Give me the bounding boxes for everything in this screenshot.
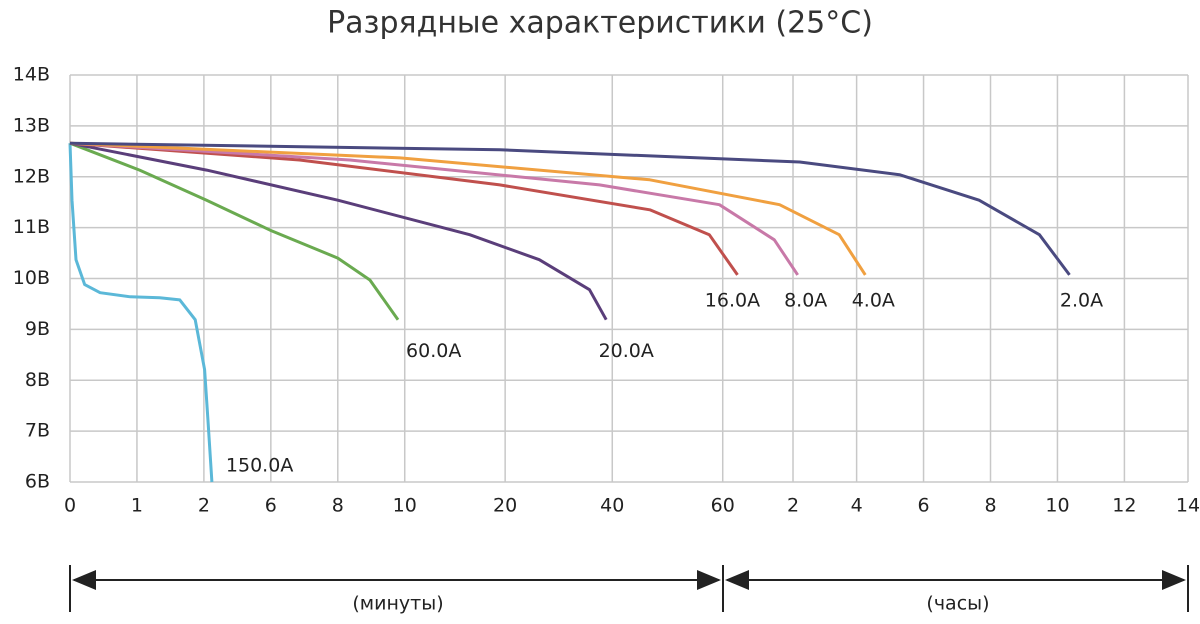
- series-label: 60.0A: [406, 340, 461, 362]
- x-tick-label: 6: [265, 495, 277, 517]
- range-label: (минуты): [352, 593, 443, 615]
- x-tick-label: 2: [787, 495, 799, 517]
- series-label: 20.0A: [599, 340, 654, 362]
- chart-title: Разрядные характеристики (25°C): [327, 6, 873, 41]
- x-tick-label: 20: [493, 495, 517, 517]
- x-tick-label: 14: [1176, 495, 1200, 517]
- series-label: 8.0A: [784, 289, 827, 311]
- series-line: [69, 141, 867, 276]
- y-tick-label: 13В: [13, 114, 50, 136]
- range-arrows: [69, 565, 1189, 612]
- series-line: [69, 141, 1071, 276]
- x-tick-label: 1: [131, 495, 143, 517]
- series-label: 2.0A: [1060, 289, 1103, 311]
- y-tick-label: 6В: [25, 471, 50, 493]
- series-line: [69, 141, 799, 276]
- range-label: (часы): [926, 593, 989, 615]
- y-tick-label: 11В: [13, 216, 50, 238]
- series-line: [69, 141, 739, 276]
- x-tick-label: 60: [711, 495, 735, 517]
- x-tick-label: 0: [64, 495, 76, 517]
- x-tick-label: 10: [393, 495, 417, 517]
- y-tick-label: 12В: [13, 165, 50, 187]
- y-tick-label: 9В: [25, 318, 50, 340]
- series-label: 16.0A: [705, 289, 760, 311]
- x-tick-label: 8: [984, 495, 996, 517]
- series-line: [68, 143, 214, 483]
- x-tick-label: 4: [851, 495, 863, 517]
- series-label: 4.0A: [852, 289, 895, 311]
- series-label: 150.0A: [226, 455, 293, 477]
- y-tick-label: 10В: [13, 267, 50, 289]
- x-tick-label: 40: [600, 495, 624, 517]
- y-tick-label: 7В: [25, 420, 50, 442]
- y-tick-label: 8В: [25, 369, 50, 391]
- x-tick-label: 8: [332, 495, 344, 517]
- x-tick-label: 12: [1112, 495, 1136, 517]
- x-tick-label: 10: [1045, 495, 1069, 517]
- series-line: [69, 141, 608, 321]
- series-line: [69, 141, 400, 321]
- x-tick-label: 6: [918, 495, 930, 517]
- x-tick-label: 2: [198, 495, 210, 517]
- y-tick-label: 14В: [13, 64, 50, 86]
